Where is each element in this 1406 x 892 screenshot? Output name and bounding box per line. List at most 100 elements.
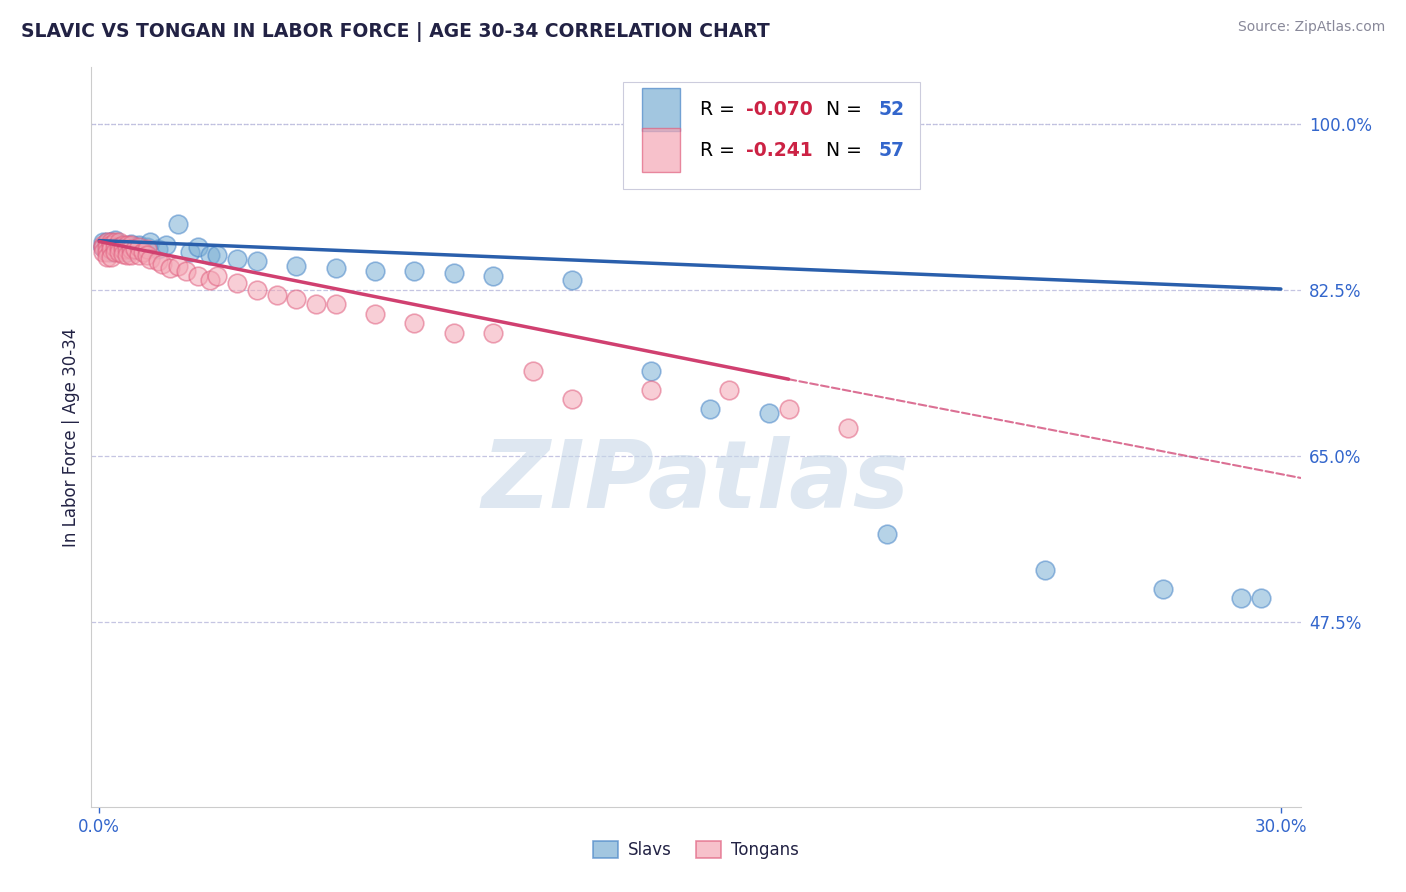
Point <box>96 240 118 254</box>
FancyBboxPatch shape <box>641 128 681 172</box>
Point <box>115 242 138 256</box>
Point <box>111 240 134 254</box>
Point <box>246 254 269 268</box>
Point <box>561 392 583 406</box>
Point <box>104 235 127 250</box>
Point <box>482 326 505 340</box>
Point <box>100 238 122 252</box>
Point <box>561 273 583 287</box>
Point <box>108 240 131 254</box>
Point <box>187 268 209 283</box>
Point <box>104 245 127 260</box>
Point <box>128 238 150 252</box>
Point <box>285 293 308 307</box>
Point <box>120 240 142 254</box>
Point <box>139 252 162 266</box>
Point <box>108 245 131 260</box>
Point <box>155 238 177 252</box>
Point <box>522 364 544 378</box>
Point <box>96 235 118 250</box>
Point <box>404 264 426 278</box>
FancyBboxPatch shape <box>641 87 681 131</box>
Point <box>115 245 138 260</box>
Point <box>115 240 138 254</box>
Point <box>100 242 122 256</box>
Point <box>207 248 229 262</box>
Point <box>1033 563 1056 577</box>
Text: 57: 57 <box>879 141 904 160</box>
Point <box>100 235 122 250</box>
Point <box>124 242 146 256</box>
Text: R =: R = <box>700 141 741 160</box>
Text: Source: ZipAtlas.com: Source: ZipAtlas.com <box>1237 20 1385 34</box>
Point <box>148 254 170 268</box>
Point <box>443 266 465 280</box>
Point <box>128 248 150 262</box>
Text: N =: N = <box>814 141 869 160</box>
Point <box>135 240 157 254</box>
Point <box>91 235 114 250</box>
Point <box>266 287 288 301</box>
Point <box>115 238 138 252</box>
Point <box>96 245 118 260</box>
Point <box>1250 591 1272 606</box>
Point <box>124 242 146 256</box>
Point <box>108 242 131 256</box>
Point <box>640 383 662 397</box>
Point <box>96 242 118 256</box>
Point <box>104 242 127 256</box>
Point <box>135 242 157 256</box>
Point <box>91 240 114 254</box>
Point <box>758 406 780 420</box>
Point <box>364 307 387 321</box>
Point <box>111 242 134 256</box>
Point <box>404 316 426 330</box>
Point <box>120 238 142 252</box>
Point <box>104 240 127 254</box>
Legend: Slavs, Tongans: Slavs, Tongans <box>586 834 806 865</box>
Point <box>718 383 741 397</box>
Point <box>100 238 122 252</box>
Point <box>187 240 209 254</box>
Point <box>1152 582 1174 596</box>
Point <box>285 259 308 273</box>
Point <box>325 297 347 311</box>
Point <box>96 250 118 264</box>
Point <box>246 283 269 297</box>
Point <box>128 240 150 254</box>
Point <box>640 364 662 378</box>
Text: N =: N = <box>814 100 869 119</box>
Point <box>778 401 800 416</box>
Point <box>167 217 190 231</box>
Point <box>167 259 190 273</box>
Point <box>226 252 249 266</box>
Point <box>115 248 138 262</box>
Y-axis label: In Labor Force | Age 30-34: In Labor Force | Age 30-34 <box>62 327 80 547</box>
Point <box>305 297 328 311</box>
Point <box>96 240 118 254</box>
Point <box>174 264 197 278</box>
Point <box>91 238 114 252</box>
Point <box>108 235 131 250</box>
Point <box>148 242 170 256</box>
Point <box>111 238 134 252</box>
Text: -0.070: -0.070 <box>745 100 813 119</box>
Point <box>1230 591 1253 606</box>
Text: 52: 52 <box>879 100 904 119</box>
Point <box>91 240 114 254</box>
Point <box>226 277 249 291</box>
Point <box>120 242 142 256</box>
Point <box>128 240 150 254</box>
Point <box>91 245 114 260</box>
Point <box>104 238 127 252</box>
Point <box>139 235 162 250</box>
Text: ZIPatlas: ZIPatlas <box>482 435 910 527</box>
Point <box>179 245 201 260</box>
Point <box>131 245 153 260</box>
Point <box>120 248 142 262</box>
Point <box>120 237 142 252</box>
Point <box>150 257 173 271</box>
Point <box>159 261 181 276</box>
Point <box>111 247 134 261</box>
Point <box>96 235 118 250</box>
